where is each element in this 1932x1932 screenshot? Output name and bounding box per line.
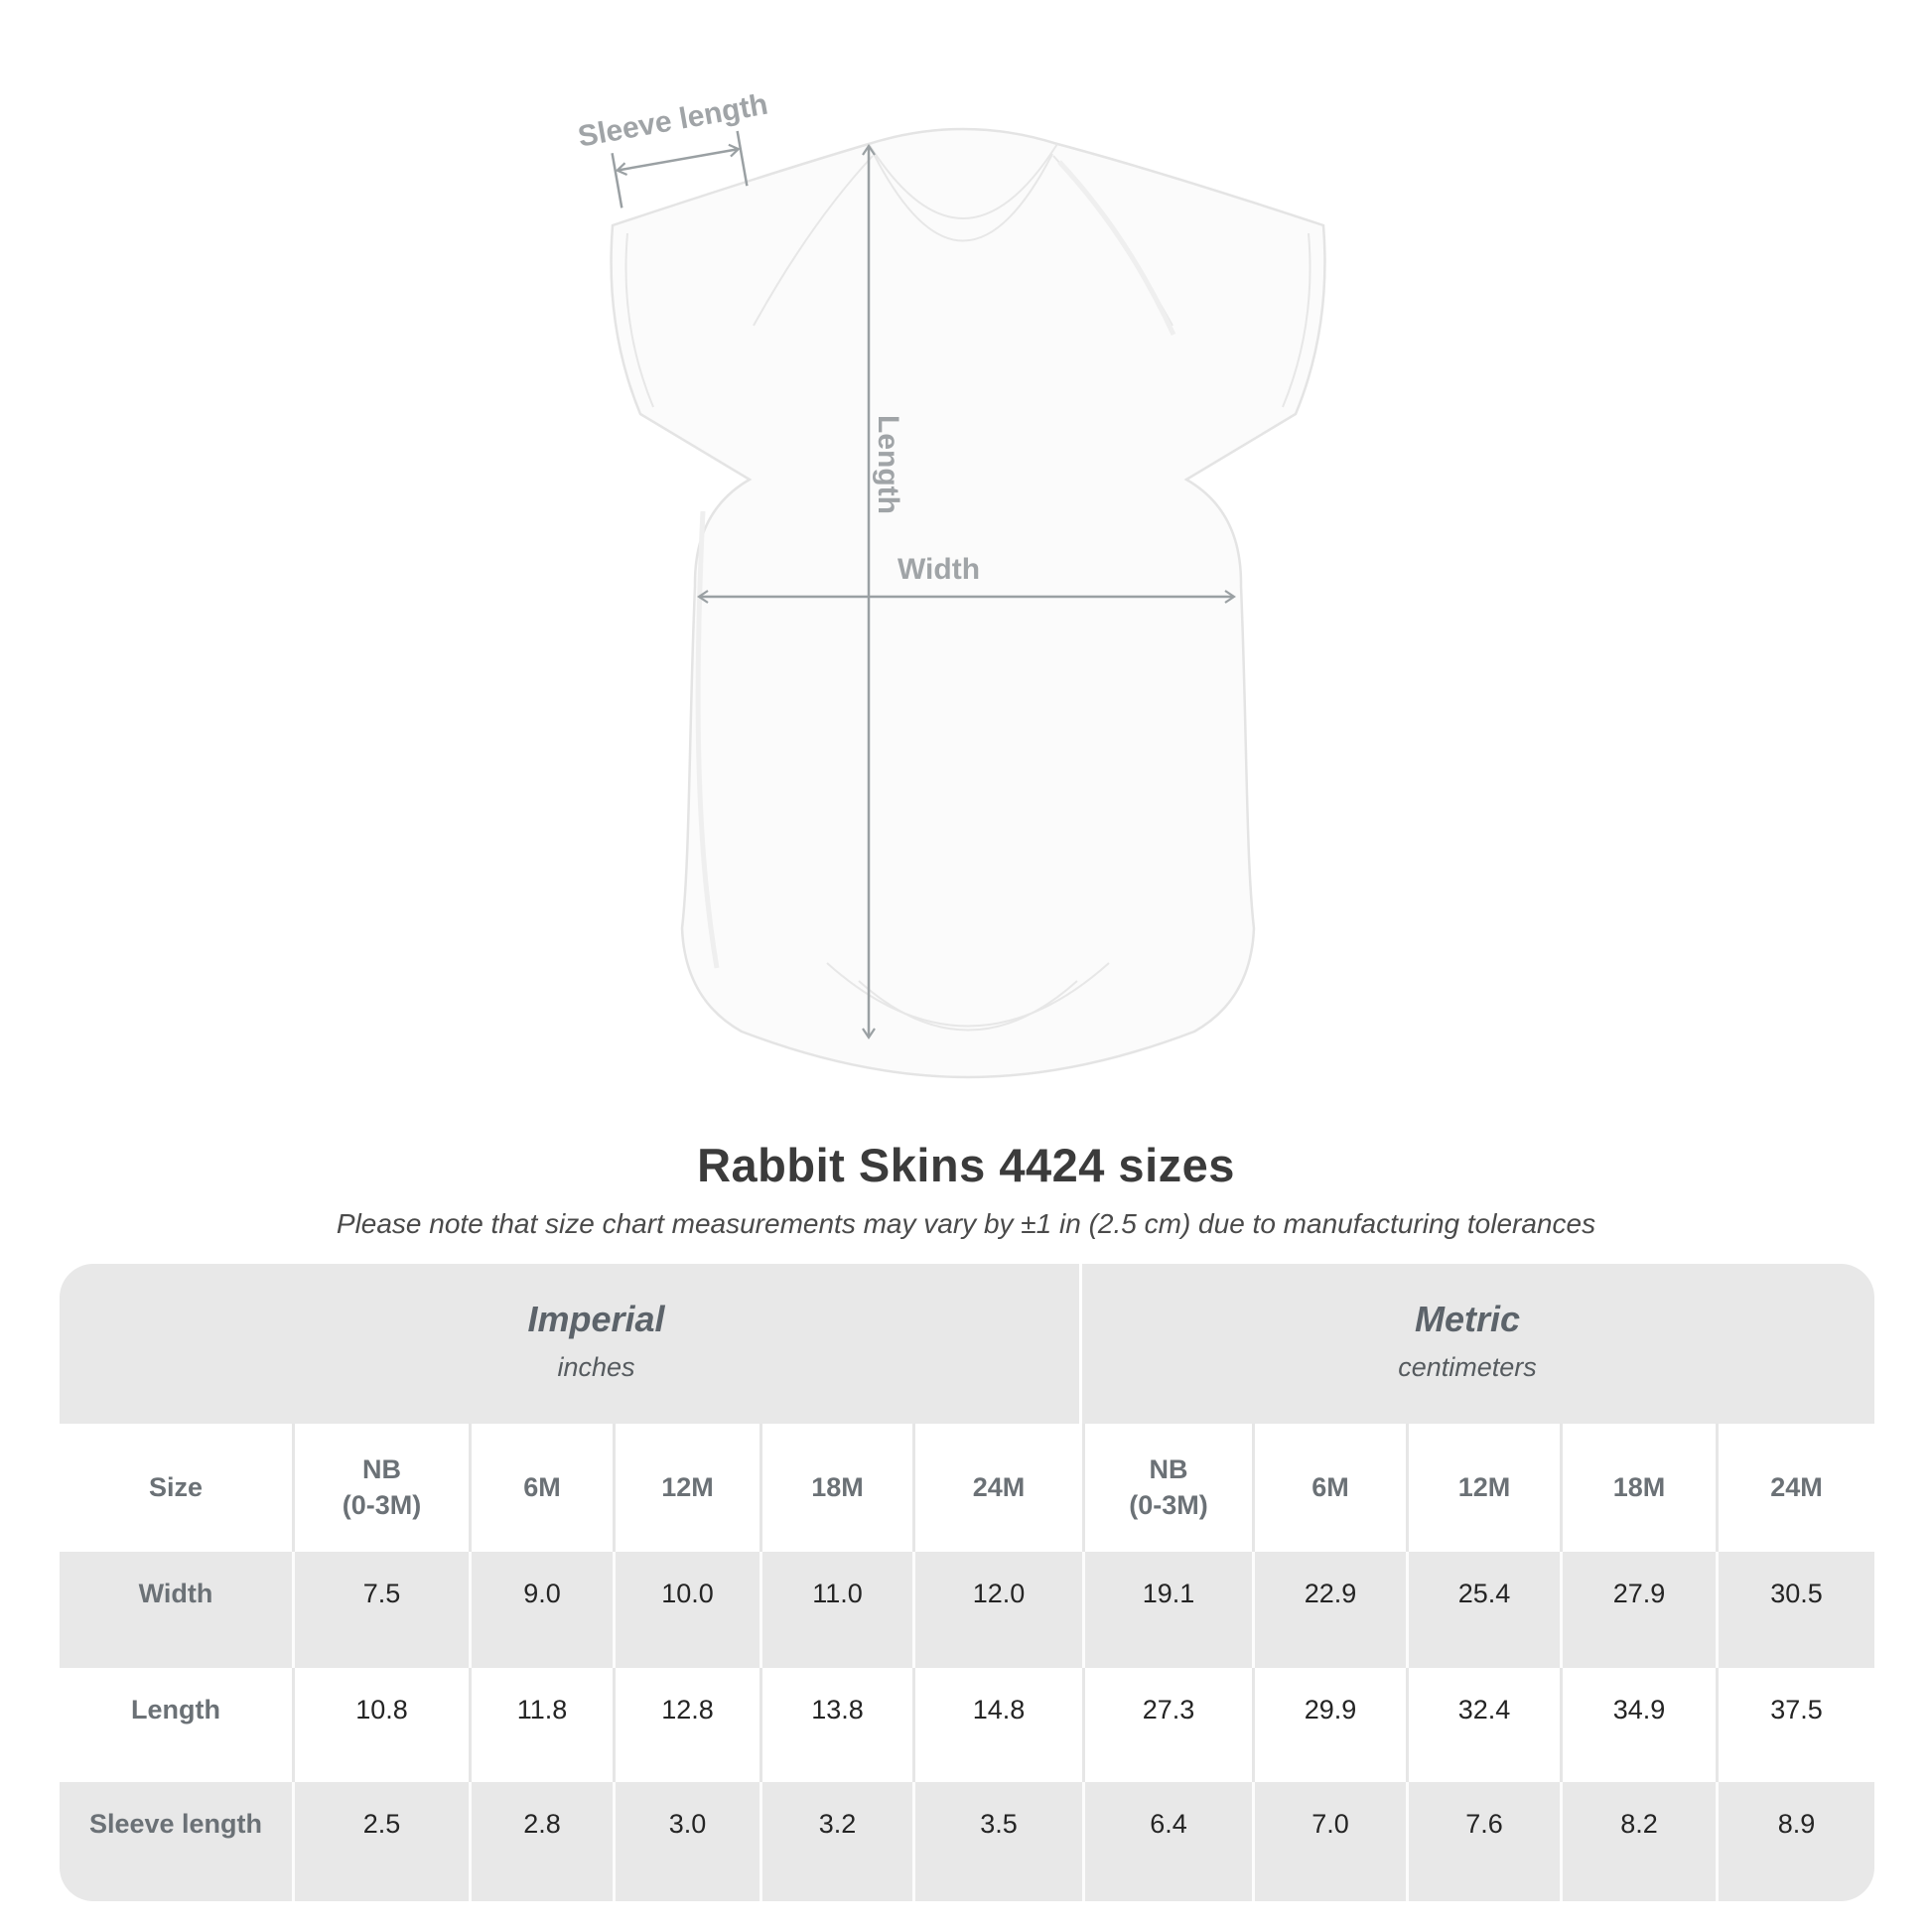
size-header-metric-nb: NB (0-3M) — [1082, 1424, 1252, 1552]
width-label: Width — [897, 553, 980, 586]
width-annotation: Width — [697, 553, 1236, 604]
length-metric-24m: 37.5 — [1716, 1668, 1874, 1782]
width-imperial-18m: 11.0 — [759, 1552, 912, 1668]
page-title: Rabbit Skins 4424 sizes — [697, 1139, 1235, 1191]
sleeve-metric-18m: 8.2 — [1560, 1782, 1716, 1901]
size-header-imperial-nb: NB (0-3M) — [292, 1424, 469, 1552]
metric-band-title: Metric — [1414, 1299, 1521, 1339]
length-imperial-24m: 14.8 — [912, 1668, 1082, 1782]
metric-band-unit: centimeters — [1398, 1352, 1537, 1382]
imperial-band-unit: inches — [557, 1352, 635, 1382]
left-cuff-seam — [624, 232, 654, 408]
width-imperial-nb: 7.5 — [292, 1552, 469, 1668]
length-metric-6m: 29.9 — [1252, 1668, 1406, 1782]
length-imperial-18m: 13.8 — [759, 1668, 912, 1782]
size-header-imperial-12m: 12M — [613, 1424, 759, 1552]
neckline-outer-seam — [868, 143, 1058, 219]
sleeve-metric-12m: 7.6 — [1406, 1782, 1560, 1901]
snap-flap-inner-seam — [858, 980, 1078, 1032]
width-metric-nb: 19.1 — [1082, 1552, 1252, 1668]
width-metric-12m: 25.4 — [1406, 1552, 1560, 1668]
sleeve-metric-nb: 6.4 — [1082, 1782, 1252, 1901]
lap-shoulder-left-seam — [753, 155, 874, 327]
imperial-band-title: Imperial — [527, 1299, 665, 1339]
size-header-metric-12m: 12M — [1406, 1424, 1560, 1552]
length-label: Length — [872, 415, 904, 514]
imperial-band: Imperial inches — [60, 1264, 1082, 1424]
row-label-length: Length — [60, 1668, 292, 1782]
sleeve-imperial-24m: 3.5 — [912, 1782, 1082, 1901]
size-header-metric-18m: 18M — [1560, 1424, 1716, 1552]
width-imperial-6m: 9.0 — [469, 1552, 613, 1668]
size-column-header: Size — [60, 1424, 292, 1552]
onesie-silhouette — [610, 127, 1326, 1079]
shoulder-shading — [1057, 160, 1176, 337]
row-label-sleeve-length: Sleeve length — [60, 1782, 292, 1901]
length-imperial-12m: 12.8 — [613, 1668, 759, 1782]
onesie-body — [610, 127, 1326, 1079]
width-metric-24m: 30.5 — [1716, 1552, 1874, 1668]
length-metric-12m: 32.4 — [1406, 1668, 1560, 1782]
size-header-imperial-18m: 18M — [759, 1424, 912, 1552]
sleeve-length-arrow — [615, 143, 741, 176]
sleeve-imperial-18m: 3.2 — [759, 1782, 912, 1901]
metric-band: Metric centimeters — [1082, 1264, 1874, 1424]
sleeve-metric-6m: 7.0 — [1252, 1782, 1406, 1901]
heading-block: Rabbit Skins 4424 sizes Please note that… — [0, 1138, 1932, 1240]
sleeve-length-tick-left — [611, 153, 623, 208]
size-table: Imperial inches Metric centimeters Size … — [60, 1264, 1874, 1901]
row-label-width: Width — [60, 1552, 292, 1668]
length-imperial-6m: 11.8 — [469, 1668, 613, 1782]
sleeve-metric-24m: 8.9 — [1716, 1782, 1874, 1901]
sleeve-imperial-nb: 2.5 — [292, 1782, 469, 1901]
length-imperial-nb: 10.8 — [292, 1668, 469, 1782]
sleeve-length-label: Sleeve length — [576, 88, 770, 154]
sleeve-imperial-12m: 3.0 — [613, 1782, 759, 1901]
torso-shading — [695, 510, 720, 969]
width-metric-18m: 27.9 — [1560, 1552, 1716, 1668]
length-annotation: Length — [862, 144, 904, 1039]
size-header-imperial-6m: 6M — [469, 1424, 613, 1552]
size-header-metric-24m: 24M — [1716, 1424, 1874, 1552]
sleeve-imperial-6m: 2.8 — [469, 1782, 613, 1901]
width-metric-6m: 22.9 — [1252, 1552, 1406, 1668]
size-header-imperial-24m: 24M — [912, 1424, 1082, 1552]
neckline-inner-seam — [873, 153, 1053, 242]
sleeve-length-tick-right — [736, 130, 749, 187]
width-imperial-24m: 12.0 — [912, 1552, 1082, 1668]
size-header-metric-6m: 6M — [1252, 1424, 1406, 1552]
width-imperial-12m: 10.0 — [613, 1552, 759, 1668]
length-metric-18m: 34.9 — [1560, 1668, 1716, 1782]
tolerance-note: Please note that size chart measurements… — [336, 1208, 1596, 1239]
right-cuff-seam — [1282, 232, 1311, 408]
product-diagram: Length Width Sleeve length — [576, 88, 1326, 1079]
length-metric-nb: 27.3 — [1082, 1668, 1252, 1782]
